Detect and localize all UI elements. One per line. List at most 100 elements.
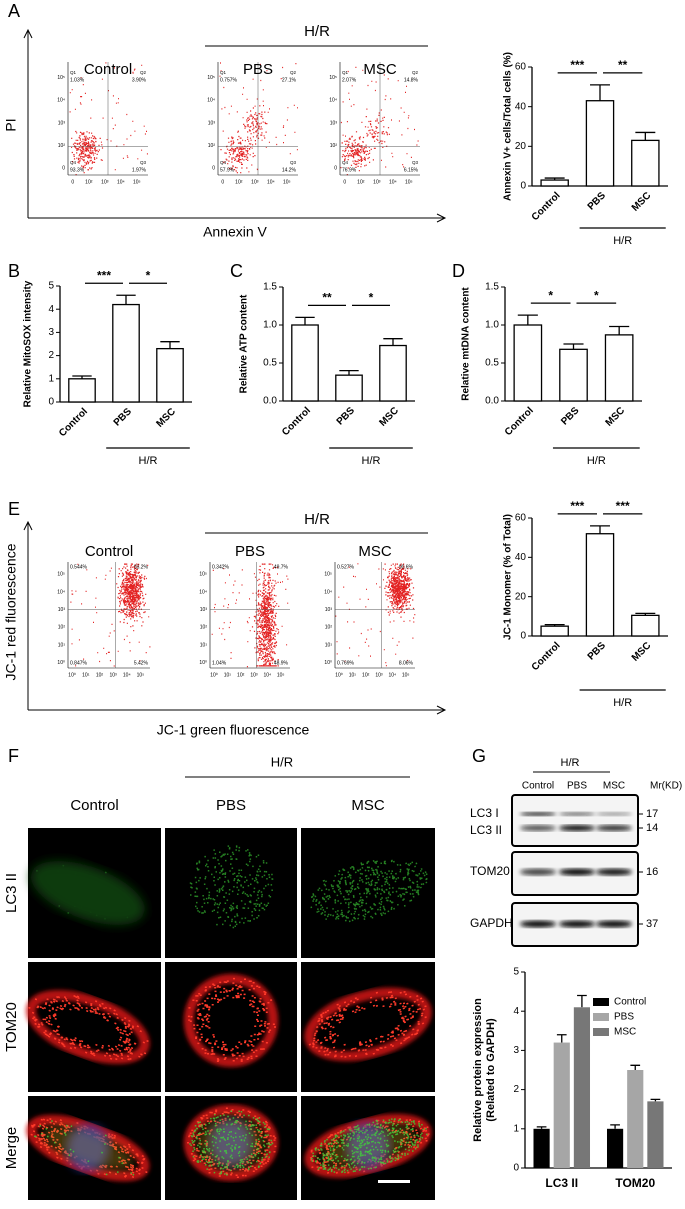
quadrant-value: 90.6% [399,564,414,570]
quadrant-value: 1.03% [70,77,85,83]
scatter-dots [335,563,416,667]
bar [627,1070,644,1168]
quadrant-value: 14.2% [282,167,297,173]
y-tick-label: 0.0 [263,396,277,407]
tick-label: 10⁰ [57,660,65,666]
tick-label: 10¹ [349,672,357,678]
quadrant-name: Q4 [70,160,77,165]
lane-label: PBS [567,781,587,792]
legend-swatch [593,1013,609,1021]
group-label: H/R [561,757,580,769]
quadrant-value: 27.1% [282,77,297,83]
blot-band [520,920,556,928]
lc3-puncta [189,1110,274,1176]
tick-label: 10⁵ [402,672,410,678]
tick-label: 10² [357,179,365,185]
blot-band [559,868,595,876]
scatter-dots [69,62,148,176]
y-tick-label: 1.5 [263,282,277,293]
marker-label: 16 [646,866,658,878]
row-label: TOM20 [3,1002,20,1052]
tick-label: 10³ [58,120,66,126]
tick-label: 10⁴ [57,589,65,595]
tick-label: 10¹ [224,672,232,678]
bar [379,344,407,402]
tick-label: 0 [221,179,224,185]
plot-title: Control [84,61,132,78]
quadrant-value: 3.90% [132,77,147,83]
quadrant-value: 14.8% [404,77,419,83]
tick-label: 10⁴ [199,589,207,595]
tick-label: 10³ [208,120,216,126]
bar [631,139,660,187]
scatter-dots [219,62,298,174]
x-tick-label: Control [530,190,563,223]
quadrant-value: 57.9% [220,167,235,173]
quadrant-value: 49.7% [274,564,289,570]
error-bar [295,316,315,325]
tick-label: 10⁰ [324,660,332,666]
scatter-dots [211,563,289,668]
blot-frame [511,794,639,847]
y-tick-label: 0 [520,181,526,192]
column-label: Control [70,797,118,814]
y-axis-label: JC-1 Monomer (% of Total) [503,514,514,640]
scatter-dots [70,563,151,667]
tick-label: 10³ [375,672,383,678]
y-tick-label: 40 [515,552,527,563]
marker-label: 17 [646,808,658,820]
micrograph [165,828,297,958]
tick-label: 10⁵ [277,672,285,678]
significance-label: *** [570,499,584,513]
tick-label: 10² [85,179,93,185]
tick-label: 10⁵ [133,179,141,185]
significance-label: * [548,288,553,302]
tick-label: 10² [208,143,216,149]
tick-label: 10³ [58,607,66,613]
tick-label: 10³ [373,179,381,185]
panel-label: B [8,261,20,281]
y-axis-label: Relative mtDNA content [461,287,472,401]
tick-label: 10² [96,672,104,678]
x-tick-label: PBS [586,190,609,213]
micrograph [301,828,435,958]
legend-label: PBS [614,1012,634,1023]
bar [647,1101,664,1168]
tick-label: 10³ [251,179,259,185]
quadrant-name: Q2 [290,70,297,75]
tick-label: 10⁵ [57,75,65,81]
blot-band [596,868,632,876]
lane-label: MSC [603,781,625,792]
y-tick-label: 0 [48,397,54,408]
blot-row-label: LC3 II [470,823,502,837]
blot-band [596,825,632,831]
error-bar [536,1126,547,1129]
x-tick-label: Control [530,640,563,673]
y-tick-label: 3 [513,1045,519,1056]
quadrant-name: Q4 [220,160,227,165]
error-bar [577,994,587,1008]
group-label: H/R [304,511,330,528]
quadrant-name: Q4 [342,160,349,165]
error-bar [650,1098,661,1102]
group-label: H/R [613,235,632,247]
quadrant-value: 0.544% [70,564,88,570]
significance-label: ** [322,291,332,305]
y-axis-label: (Related to GAPDH) [485,1018,497,1122]
quadrant-value: 1.04% [212,660,227,666]
error-bar [160,341,180,349]
tick-label: 0 [62,166,65,172]
axis-label: JC-1 red fluorescence [3,543,19,680]
tick-label: 10⁰ [68,672,76,678]
tick-label: 10² [325,625,333,631]
row-label: Merge [3,1127,20,1170]
axis-label: JC-1 green fluorescence [157,722,310,738]
bar [553,1042,570,1168]
panel-label: E [8,499,20,519]
bar [513,324,543,402]
tick-label: 10⁰ [335,672,343,678]
mito-speckle [28,995,149,1061]
y-tick-label: 2 [48,350,54,361]
quadrant-name: Q3 [290,160,297,165]
